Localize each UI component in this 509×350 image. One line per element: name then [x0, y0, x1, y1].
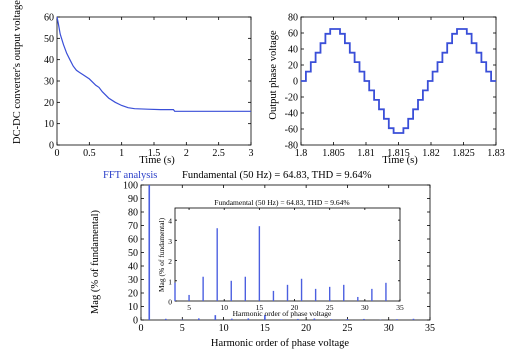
phase-xtick-label: 1.81: [357, 148, 375, 159]
fft-inset-chart: 5 10 15 20 25 30 35 0 1 2 3 4 Fundamental (50 Hz) = …: [157, 198, 404, 318]
inset-xtick-label: 30: [361, 303, 369, 312]
dcdc-ytick-label: 50: [44, 34, 54, 45]
fft-ytick-label: 40: [128, 262, 138, 273]
inset-xtick-label: 15: [256, 303, 264, 312]
inset-ytick-label: 2: [168, 257, 172, 266]
inset-xtick-label: 35: [396, 303, 404, 312]
phase-xtick-label: 1.8: [295, 148, 308, 159]
dcdc-ytick-label: 60: [44, 13, 54, 24]
phase-xtick-label: 1.82: [422, 148, 440, 159]
phase-xtick-label: 1.815: [387, 148, 410, 159]
dcdc-ylabel: DC-DC converter's output voltage: [12, 0, 23, 144]
dcdc-xtick-label: 0.5: [83, 148, 96, 159]
fft-chart: FFT analysis Fundamental (50 Hz) = 64.83…: [90, 170, 435, 349]
fft-ytick-label: 80: [128, 208, 138, 219]
fft-xlabel: Harmonic order of phase voltage: [211, 338, 350, 349]
phase-ytick-label: 40: [288, 45, 298, 56]
inset-ylabel: Mag (% of fundamental): [157, 217, 166, 292]
inset-ytick-label: 3: [168, 237, 172, 246]
fft-title: Fundamental (50 Hz) = 64.83, THD = 9.64%: [182, 170, 372, 181]
phase-ytick-label: 60: [288, 29, 298, 40]
inset-title: Fundamental (50 Hz) = 64.83, THD = 9.64%: [214, 198, 349, 207]
fft-xtick-label: 10: [219, 323, 229, 334]
fft-xtick-label: 0: [139, 323, 144, 334]
fft-ylabel: Mag (% of fundamental): [90, 209, 101, 314]
fft-xtick-label: 35: [425, 323, 435, 334]
fft-xtick-label: 5: [180, 323, 185, 334]
fft-xtick-label: 15: [260, 323, 270, 334]
phase-ytick-label: -80: [285, 141, 298, 152]
fft-xtick-label: 25: [342, 323, 352, 334]
inset-ytick-label: 4: [168, 217, 172, 226]
phase-ytick-label: -60: [285, 125, 298, 136]
fft-title-left: FFT analysis: [103, 170, 157, 181]
inset-xlabel: Harmonic order of phase voltage: [233, 309, 332, 318]
fft-ytick-label: 60: [128, 235, 138, 246]
phase-ytick-label: 0: [293, 77, 298, 88]
fft-ytick-label: 70: [128, 221, 138, 232]
phase-ytick-label: -20: [285, 93, 298, 104]
fft-ytick-label: 90: [128, 194, 138, 205]
fft-xtick-label: 30: [384, 323, 394, 334]
phase-xtick-label: 1.805: [322, 148, 345, 159]
fft-ytick-label: 30: [128, 275, 138, 286]
fft-xtick-label: 20: [301, 323, 311, 334]
phase-xtick-label: 1.83: [487, 148, 505, 159]
dcdc-ytick-label: 10: [44, 119, 54, 130]
dcdc-ytick-label: 30: [44, 77, 54, 88]
dcdc-series-line: [56, 16, 251, 112]
dcdc-xtick-label: 2: [184, 148, 189, 159]
fft-ytick-label: 10: [128, 302, 138, 313]
dcdc-voltage-chart: DC-DC converter's output voltage Time (s…: [12, 0, 254, 166]
phase-xlabel: Time (s): [382, 155, 418, 166]
dcdc-xtick-label: 3: [249, 148, 254, 159]
dcdc-xtick-label: 2.5: [212, 148, 225, 159]
dcdc-ytick-label: 40: [44, 55, 54, 66]
dcdc-ytick-label: 0: [49, 141, 54, 152]
fft-ytick-label: 0: [133, 316, 138, 327]
inset-xtick-label: 25: [326, 303, 334, 312]
phase-voltage-chart: Output phase voltage Time (s) 1.8 1.805 1.…: [268, 13, 505, 167]
dcdc-xlabel: Time (s): [139, 155, 175, 166]
fft-ytick-label: 50: [128, 248, 138, 259]
fft-ytick-label: 20: [128, 289, 138, 300]
inset-ytick-label: 1: [168, 277, 172, 286]
dcdc-xtick-label: 1.5: [148, 148, 161, 159]
fft-ytick-label: 100: [123, 181, 138, 192]
phase-ytick-label: 80: [288, 13, 298, 24]
dcdc-ytick-label: 20: [44, 98, 54, 109]
phase-ylabel: Output phase voltage: [268, 30, 279, 120]
inset-xtick-label: 10: [220, 303, 228, 312]
phase-ytick-label: 20: [288, 61, 298, 72]
inset-ytick-label: 0: [168, 298, 172, 307]
phase-ytick-label: -40: [285, 109, 298, 120]
inset-xtick-label: 20: [291, 303, 299, 312]
dcdc-xtick-label: 0: [55, 148, 60, 159]
phase-xtick-label: 1.825: [452, 148, 475, 159]
dcdc-frame: [56, 16, 252, 146]
phase-frame: [300, 16, 497, 146]
inset-xtick-label: 5: [187, 303, 191, 312]
phase-series-staircase: [301, 28, 496, 134]
dcdc-xtick-label: 1: [119, 148, 124, 159]
